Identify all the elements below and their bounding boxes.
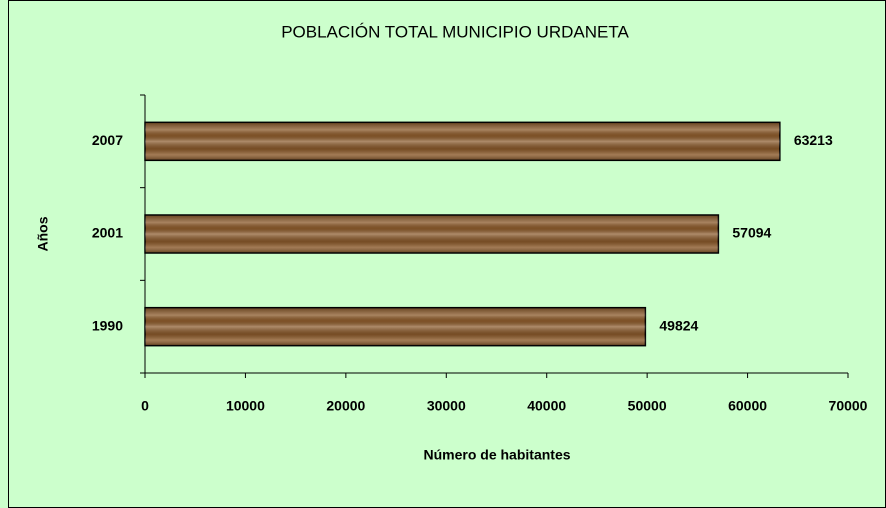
y-tick-label: 1990: [92, 317, 123, 333]
x-tick-label: 50000: [628, 398, 667, 414]
x-axis-label: Número de habitantes: [423, 447, 570, 463]
y-axis-label: Años: [35, 216, 51, 251]
x-tick-label: 70000: [829, 398, 868, 414]
data-label: 57094: [732, 225, 771, 241]
x-tick-label: 40000: [527, 398, 566, 414]
data-label: 49824: [659, 317, 698, 333]
bar-texture: [145, 215, 719, 253]
x-tick-label: 0: [141, 398, 149, 414]
x-tick-label: 10000: [226, 398, 265, 414]
y-tick-label: 2007: [92, 132, 123, 148]
bar-texture: [145, 122, 780, 161]
x-tick-label: 60000: [728, 398, 767, 414]
chart-title: POBLACIÓN TOTAL MUNICIPIO URDANETA: [281, 22, 629, 41]
x-tick-label: 30000: [427, 398, 466, 414]
x-tick-label: 20000: [326, 398, 365, 414]
y-tick-label: 2001: [92, 225, 123, 241]
data-label: 63213: [794, 132, 833, 148]
bar-texture: [145, 307, 646, 346]
